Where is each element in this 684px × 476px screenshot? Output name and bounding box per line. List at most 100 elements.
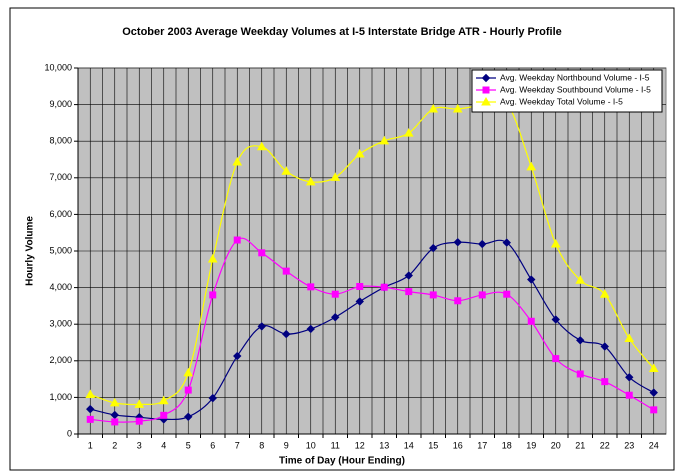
marker — [625, 391, 633, 399]
marker — [135, 417, 143, 425]
x-tick-label: 10 — [306, 440, 316, 450]
marker — [305, 176, 316, 186]
marker — [379, 135, 390, 145]
x-tick-label: 18 — [502, 440, 512, 450]
y-tick-label: 2,000 — [49, 355, 72, 365]
y-axis-label: Hourly Volume — [25, 216, 36, 286]
marker — [356, 283, 364, 291]
y-tick-label: 0 — [67, 428, 72, 438]
marker — [550, 239, 561, 248]
marker — [650, 406, 658, 414]
y-tick-label: 10,000 — [44, 62, 72, 72]
marker — [527, 317, 535, 325]
marker — [257, 322, 266, 331]
marker — [429, 291, 437, 299]
marker — [649, 388, 658, 397]
chart-title: October 2003 Average Weekday Volumes at … — [122, 26, 562, 38]
y-tick-label: 9,000 — [49, 99, 72, 109]
y-tick-label: 7,000 — [49, 172, 72, 182]
marker — [184, 412, 193, 422]
marker — [503, 290, 511, 298]
x-axis-label: Time of Day (Hour Ending) — [279, 456, 405, 467]
x-tick-label: 22 — [600, 440, 610, 450]
marker — [551, 315, 560, 324]
marker — [576, 336, 585, 345]
marker — [111, 418, 119, 426]
marker — [600, 342, 609, 351]
marker — [452, 103, 463, 113]
marker — [330, 172, 341, 181]
marker — [478, 239, 487, 249]
marker — [575, 275, 586, 284]
marker — [405, 288, 413, 296]
marker — [307, 283, 315, 291]
x-tick-label: 7 — [235, 440, 240, 450]
marker — [552, 355, 560, 363]
marker — [184, 386, 192, 394]
marker — [331, 290, 339, 298]
legend-label: Avg. Weekday Total Volume - I-5 — [500, 96, 623, 106]
x-tick-label: 15 — [428, 440, 438, 450]
x-tick-label: 13 — [379, 440, 389, 450]
x-tick-label: 2 — [112, 440, 117, 450]
x-tick-label: 16 — [453, 440, 463, 450]
marker — [109, 397, 120, 407]
marker — [282, 267, 290, 275]
marker — [429, 243, 438, 253]
y-tick-label: 4,000 — [49, 282, 72, 292]
marker — [183, 367, 194, 377]
marker — [282, 329, 291, 339]
marker — [134, 399, 145, 408]
marker — [624, 333, 635, 342]
x-tick-label: 11 — [331, 440, 340, 450]
marker — [232, 157, 243, 166]
marker — [380, 283, 388, 291]
marker — [233, 236, 241, 244]
marker — [576, 370, 584, 378]
marker — [281, 166, 292, 175]
marker — [209, 291, 217, 299]
marker — [86, 404, 95, 414]
marker — [453, 238, 462, 247]
legend-marker — [481, 73, 491, 83]
y-tick-label: 8,000 — [49, 136, 72, 146]
y-tick-label: 3,000 — [49, 319, 72, 329]
marker — [331, 313, 340, 322]
x-tick-label: 3 — [137, 440, 142, 450]
marker — [403, 128, 414, 137]
marker — [208, 393, 217, 403]
legend-box — [471, 69, 663, 113]
marker — [526, 161, 537, 171]
x-tick-label: 8 — [259, 440, 264, 450]
marker — [160, 411, 168, 419]
x-tick-label: 21 — [575, 440, 585, 450]
marker — [599, 289, 610, 298]
x-tick-label: 12 — [355, 440, 365, 450]
marker — [502, 238, 511, 247]
x-tick-label: 17 — [477, 440, 487, 450]
marker — [648, 363, 659, 372]
legend: Avg. Weekday Northbound Volume - I-5 Avg.… — [471, 69, 663, 113]
x-tick-label: 19 — [526, 440, 536, 450]
x-tick-label: 24 — [649, 440, 659, 450]
marker — [256, 141, 267, 151]
marker — [86, 415, 94, 423]
x-tick-label: 5 — [186, 440, 191, 450]
marker — [454, 297, 462, 305]
marker — [85, 389, 96, 398]
marker — [601, 378, 609, 386]
x-tick-label: 9 — [284, 440, 289, 450]
legend-marker — [481, 96, 491, 106]
marker — [355, 297, 364, 306]
marker — [354, 149, 365, 158]
legend-label: Avg. Weekday Northbound Volume - I-5 — [500, 72, 650, 82]
legend-label: Avg. Weekday Southbound Volume - I-5 — [500, 84, 651, 94]
marker — [428, 103, 439, 113]
x-tick-label: 1 — [88, 440, 93, 450]
y-tick-label: 1,000 — [49, 392, 72, 402]
marker — [527, 275, 536, 284]
y-tick-label: 6,000 — [49, 209, 72, 219]
x-tick-label: 4 — [161, 440, 166, 450]
marker — [625, 373, 634, 382]
